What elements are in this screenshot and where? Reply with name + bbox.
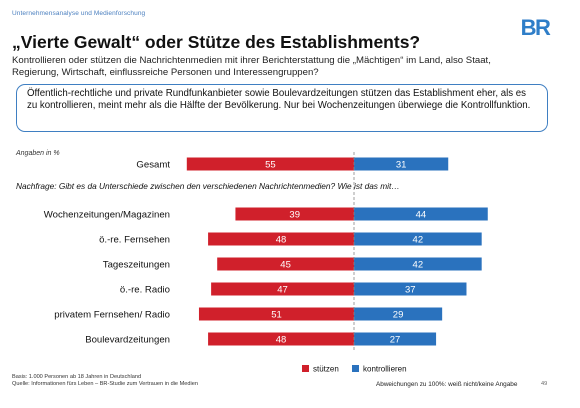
legend-swatch-kontrollieren bbox=[352, 365, 359, 372]
bar-stuetzen bbox=[211, 282, 354, 296]
value-label-stuetzen: 39 bbox=[289, 210, 300, 221]
bar-kontrollieren bbox=[354, 232, 482, 246]
bar-stuetzen bbox=[208, 332, 354, 346]
category-label: privatem Fernsehen/ Radio bbox=[54, 310, 170, 321]
page-number: 49 bbox=[541, 381, 548, 387]
value-label-kontrollieren: 27 bbox=[390, 335, 401, 346]
category-label: Gesamt bbox=[136, 160, 170, 171]
legend-swatch-stuetzen bbox=[302, 365, 309, 372]
category-label: ö.-re. Radio bbox=[120, 285, 170, 296]
bar-stuetzen bbox=[198, 307, 354, 321]
category-label: Tageszeitungen bbox=[103, 260, 170, 271]
bar-kontrollieren bbox=[354, 307, 443, 321]
value-label-stuetzen: 47 bbox=[277, 285, 288, 296]
bar-kontrollieren bbox=[354, 157, 449, 171]
legend-label-kontrollieren: kontrollieren bbox=[363, 365, 407, 374]
category-label: Boulevardzeitungen bbox=[85, 335, 170, 346]
value-label-stuetzen: 48 bbox=[276, 335, 287, 346]
value-label-kontrollieren: 37 bbox=[405, 285, 416, 296]
value-label-stuetzen: 48 bbox=[276, 235, 287, 246]
value-label-stuetzen: 55 bbox=[265, 160, 276, 171]
report-kicker: Unternehmensanalyse und Medienforschung bbox=[12, 10, 146, 17]
footer-footnote: Abweichungen zu 100%: weiß nicht/keine A… bbox=[376, 381, 518, 388]
bar-stuetzen bbox=[208, 232, 354, 246]
page-subtitle: Kontrollieren oder stützen die Nachricht… bbox=[12, 55, 491, 78]
unit-label: Angaben in % bbox=[15, 150, 60, 157]
bar-stuetzen bbox=[235, 207, 354, 221]
br-logo-text: BR bbox=[521, 15, 551, 40]
category-label: ö.-re. Fernsehen bbox=[99, 235, 170, 246]
followup-question: Nachfrage: Gibt es da Unterschiede zwisc… bbox=[16, 181, 400, 191]
bar-kontrollieren bbox=[354, 207, 488, 221]
bar-stuetzen bbox=[217, 257, 354, 271]
value-label-kontrollieren: 42 bbox=[413, 260, 424, 271]
summary-box: Öffentlich-rechtliche und private Rundfu… bbox=[16, 84, 548, 132]
bar-kontrollieren bbox=[354, 332, 437, 346]
value-label-stuetzen: 51 bbox=[271, 310, 282, 321]
footer-basis: Basis: 1.000 Personen ab 18 Jahren in De… bbox=[12, 374, 142, 380]
bar-kontrollieren bbox=[354, 257, 482, 271]
value-label-kontrollieren: 29 bbox=[393, 310, 404, 321]
value-label-kontrollieren: 44 bbox=[416, 210, 427, 221]
value-label-kontrollieren: 42 bbox=[413, 235, 424, 246]
category-label: Wochenzeitungen/Magazinen bbox=[44, 210, 170, 221]
value-label-kontrollieren: 31 bbox=[396, 160, 407, 171]
page-title: „Vierte Gewalt“ oder Stütze des Establis… bbox=[12, 32, 421, 52]
value-label-stuetzen: 45 bbox=[280, 260, 291, 271]
br-logo: BR bbox=[521, 15, 552, 40]
legend-label-stuetzen: stützen bbox=[313, 365, 339, 374]
footer-source: Quelle: Informationen fürs Leben – BR-St… bbox=[12, 381, 198, 388]
footer-notes: Basis: 1.000 Personen ab 18 Jahren in De… bbox=[12, 374, 198, 389]
bar-stuetzen bbox=[186, 157, 354, 171]
bar-kontrollieren bbox=[354, 282, 467, 296]
